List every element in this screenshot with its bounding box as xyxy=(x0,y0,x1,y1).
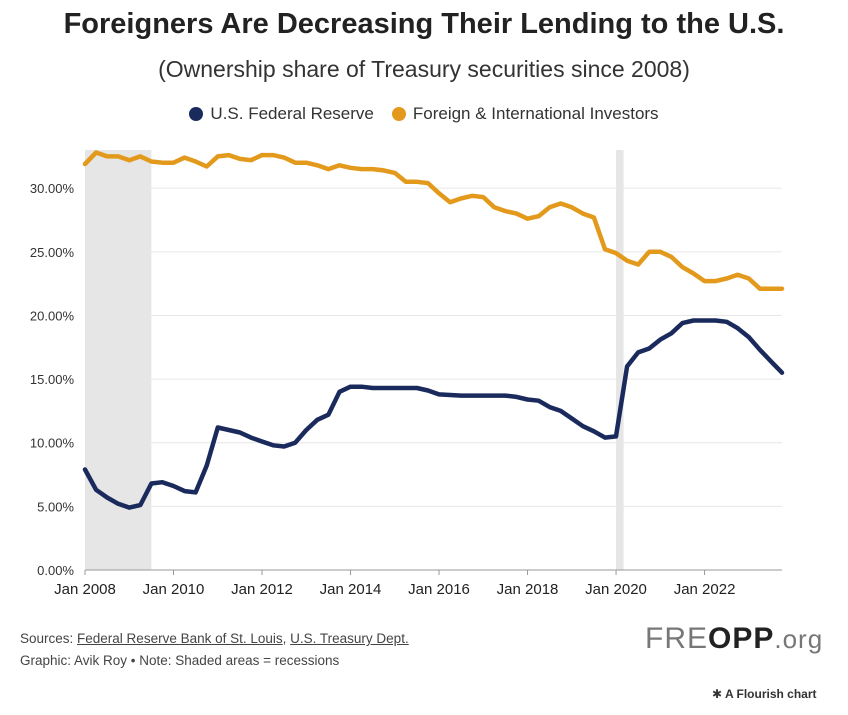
graphic-credit: Graphic: Avik Roy • Note: Shaded areas =… xyxy=(20,653,340,668)
logo-org: .org xyxy=(774,624,824,654)
legend-item-fed[interactable]: U.S. Federal Reserve xyxy=(189,104,374,124)
source-link-fred[interactable]: Federal Reserve Bank of St. Louis xyxy=(77,631,283,646)
chart-subtitle: (Ownership share of Treasury securities … xyxy=(158,56,690,82)
legend-label-fed: U.S. Federal Reserve xyxy=(210,104,374,123)
chart-title: Foreigners Are Decreasing Their Lending … xyxy=(63,8,785,40)
sources-prefix: Sources: xyxy=(20,631,78,646)
legend-item-foreign[interactable]: Foreign & International Investors xyxy=(391,104,659,124)
y-tick-label: 20.00% xyxy=(30,308,75,323)
chart-legend: U.S. Federal Reserve Foreign & Internati… xyxy=(0,104,848,124)
x-tick-label: Jan 2018 xyxy=(497,581,559,598)
x-tick-label: Jan 2020 xyxy=(585,581,647,598)
source-link-treasury[interactable]: U.S. Treasury Dept. xyxy=(290,631,409,646)
logo-fre: FRE xyxy=(645,622,708,655)
legend-swatch-foreign xyxy=(391,107,406,121)
y-tick-label: 10.00% xyxy=(30,436,75,451)
recession-layer xyxy=(85,150,624,570)
logo-opp: OPP xyxy=(708,622,775,655)
series-line-foreign xyxy=(82,150,785,291)
x-tick-label: Jan 2022 xyxy=(674,581,736,598)
axis-layer: 0.00% 5.00% 10.00% 15.00% 20.00% 25.00% 30.00%… xyxy=(30,181,736,598)
sources-separator: , xyxy=(282,631,291,646)
y-tick-label: 0.00% xyxy=(37,563,74,578)
y-tick-label: 15.00% xyxy=(30,372,75,387)
sources-note: Sources: Federal Reserve Bank of St. Lou… xyxy=(20,628,409,672)
x-tick-label: Jan 2008 xyxy=(54,581,116,598)
chart-plot: 0.00% 5.00% 10.00% 15.00% 20.00% 25.00% 30.00%… xyxy=(30,150,785,598)
recession-band-1 xyxy=(616,150,624,570)
y-tick-label: 25.00% xyxy=(30,245,75,260)
grid-layer xyxy=(85,187,782,571)
legend-swatch-fed xyxy=(189,107,204,121)
legend-label-foreign: Foreign & International Investors xyxy=(412,104,659,123)
freopp-logo[interactable]: FREOPP.org xyxy=(645,622,823,656)
series-layer xyxy=(82,150,785,510)
y-tick-label: 5.00% xyxy=(37,499,74,514)
sources-line: Sources: Federal Reserve Bank of St. Lou… xyxy=(20,628,409,650)
flourish-credit[interactable]: ✱ A Flourish chart xyxy=(712,687,817,701)
y-tick-label: 30.00% xyxy=(30,181,75,196)
x-tick-label: Jan 2014 xyxy=(320,581,382,598)
x-tick-label: Jan 2012 xyxy=(231,581,293,598)
x-tick-label: Jan 2016 xyxy=(408,581,470,598)
recession-band-0 xyxy=(85,150,152,570)
series-line-fed xyxy=(82,318,785,510)
x-tick-label: Jan 2010 xyxy=(143,581,205,598)
